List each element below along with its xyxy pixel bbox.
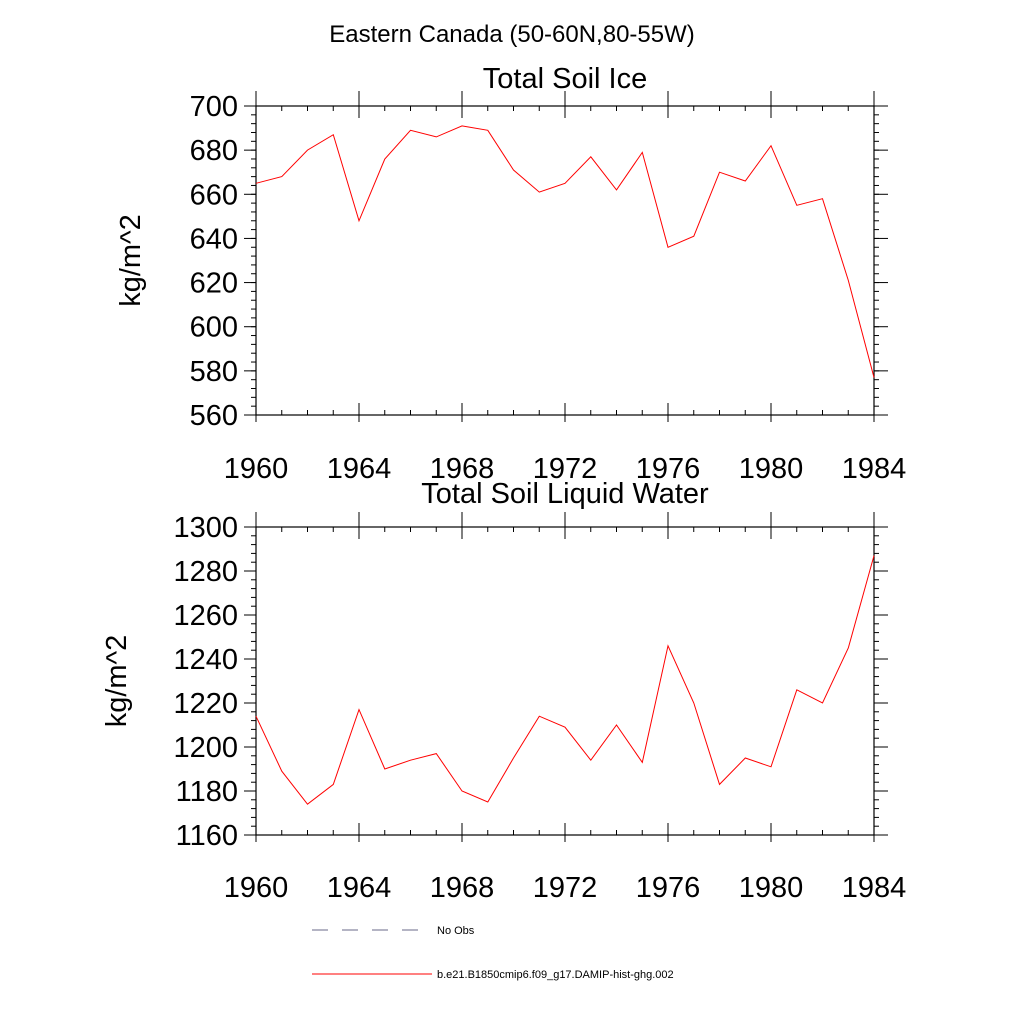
y-tick-label: 1240 xyxy=(173,644,238,676)
series-line xyxy=(255,125,875,378)
x-tick-label: 1984 xyxy=(842,453,907,485)
series-line xyxy=(255,555,875,805)
y-tick-label: 640 xyxy=(190,223,238,255)
x-tick-label: 1968 xyxy=(430,453,495,485)
y-tick-label: 1300 xyxy=(173,512,238,544)
figure-title: Eastern Canada (50-60N,80-55W) xyxy=(329,21,695,48)
y-tick-label: 580 xyxy=(190,356,238,388)
panel-total-soil-ice: Total Soil Ice kg/m^2 1960 1964 1968 1972 1976… xyxy=(115,63,906,485)
x-tick-label: 1964 xyxy=(327,453,392,485)
x-tick-label: 1976 xyxy=(636,453,701,485)
y-tick-label: 1180 xyxy=(176,776,238,808)
y-axis-label: kg/m^2 xyxy=(101,635,133,728)
legend-model-label: b.e21.B1850cmip6.f09_g17.DAMIP-hist-ghg.… xyxy=(437,969,674,981)
legend: No Obs b.e21.B1850cmip6.f09_g17.DAMIP-hi… xyxy=(312,925,674,981)
y-tick-label: 680 xyxy=(190,135,238,167)
panel-title: Total Soil Liquid Water xyxy=(421,478,709,510)
y-tick-label: 560 xyxy=(190,400,238,432)
x-tick-label: 1972 xyxy=(533,453,598,485)
x-tick-label: 1980 xyxy=(739,872,804,904)
legend-obs-label: No Obs xyxy=(437,925,475,937)
y-tick-label: 1220 xyxy=(173,688,238,720)
x-tick-label: 1960 xyxy=(224,453,289,485)
y-tick-label: 660 xyxy=(190,179,238,211)
x-tick-label: 1964 xyxy=(327,872,392,904)
y-tick-label: 1260 xyxy=(173,600,238,632)
y-tick-label: 1200 xyxy=(173,732,238,764)
x-tick-label: 1984 xyxy=(842,872,907,904)
x-tick-label: 1972 xyxy=(533,872,598,904)
panel-title: Total Soil Ice xyxy=(483,63,647,95)
x-tick-label: 1968 xyxy=(430,872,495,904)
x-tick-label: 1980 xyxy=(739,453,804,485)
y-tick-label: 1280 xyxy=(173,556,238,588)
y-axis-label: kg/m^2 xyxy=(115,214,147,307)
plot-frame xyxy=(255,526,875,836)
y-tick-label: 600 xyxy=(190,312,238,344)
x-tick-label: 1976 xyxy=(636,872,701,904)
y-tick-label: 700 xyxy=(190,91,238,123)
panel-total-soil-liquid-water: Total Soil Liquid Water kg/m^2 1960 1964 196… xyxy=(101,478,906,904)
y-tick-label: 1160 xyxy=(176,820,238,852)
x-tick-label: 1960 xyxy=(224,872,289,904)
y-tick-label: 620 xyxy=(190,268,238,300)
plot-frame xyxy=(255,105,875,416)
